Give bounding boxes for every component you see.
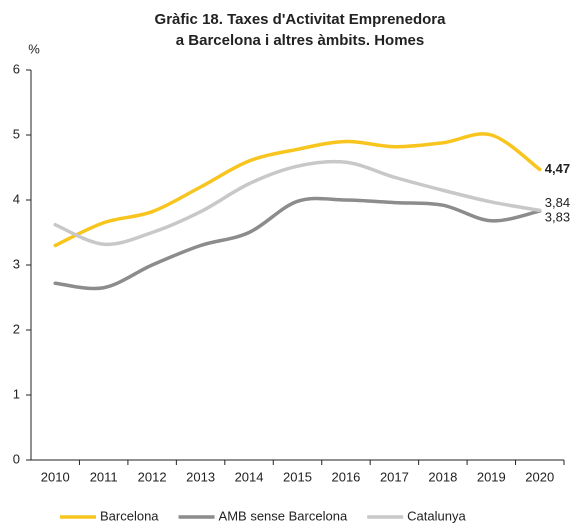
x-tick-label: 2013 [186,469,215,484]
x-tick-label: 2017 [380,469,409,484]
series-line [53,196,542,291]
legend-label: AMB sense Barcelona [219,508,348,523]
y-tick-label: 3 [13,256,20,271]
series-line [53,159,542,247]
x-tick-label: 2018 [428,469,457,484]
x-tick-label: 2011 [90,469,118,484]
y-tick-label: 5 [13,126,20,141]
y-tick-label: 1 [13,386,20,401]
y-tick-label: 6 [13,61,20,76]
y-tick-label: 4 [13,191,20,206]
chart-title: a Barcelona i altres àmbits. Homes [176,32,424,49]
y-tick-label: 2 [13,321,20,336]
legend-label: Barcelona [100,508,159,523]
x-tick-label: 2010 [41,469,70,484]
series-line [53,132,542,248]
x-tick-label: 2016 [331,469,360,484]
x-tick-label: 2012 [138,469,167,484]
data-label: 3,83 [545,209,570,224]
x-tick-label: 2020 [525,469,554,484]
data-label: 3,84 [545,195,570,210]
chart-title: Gràfic 18. Taxes d'Activitat Emprenedora [155,11,447,28]
data-label: 4,47 [545,161,570,176]
y-axis-label: % [28,41,40,56]
x-tick-label: 2015 [283,469,312,484]
x-tick-label: 2019 [477,469,506,484]
y-tick-label: 0 [13,451,20,466]
x-tick-label: 2014 [235,469,264,484]
legend-label: Catalunya [407,508,466,523]
